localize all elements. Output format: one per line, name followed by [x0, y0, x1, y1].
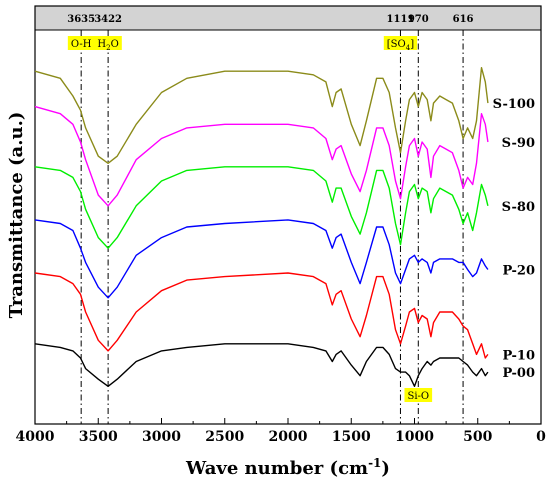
band-assignment-labels: O-H H2O [SO4] Si-O	[67, 36, 433, 402]
x-axis: 4000 3500 3000 2500 2000 1500 1000 500 0	[16, 418, 546, 445]
x-tick-label-1500: 1500	[332, 429, 371, 445]
series-line-s-100	[34, 67, 489, 164]
band-label-3635: O-H	[67, 36, 95, 50]
band-label-box	[94, 36, 122, 50]
series-lines	[34, 67, 489, 387]
series-line-s-90	[34, 105, 489, 207]
x-tick-label-1000: 1000	[395, 429, 434, 445]
band-label-text: H2O	[97, 39, 118, 52]
series-label-p-10: P-10	[502, 348, 535, 363]
band-label-970: Si-O	[404, 388, 433, 402]
marker-label-1111: 1111	[387, 14, 415, 25]
x-tick-label-2000: 2000	[269, 429, 308, 445]
x-tick-label-4000: 4000	[16, 429, 55, 445]
series-label-p-00: P-00	[502, 366, 535, 381]
band-label-3422: H2O	[94, 36, 122, 52]
series-labels: S-100 S-90 S-80 P-20 P-10 P-00	[493, 97, 535, 381]
band-label-box	[67, 36, 95, 50]
series-label-p-20: P-20	[502, 263, 535, 278]
marker-label-3422: 3422	[94, 14, 122, 25]
band-label-text: [SO4]	[387, 39, 414, 52]
marker-label-3635: 3635	[67, 14, 95, 25]
x-tick-label-3000: 3000	[142, 429, 181, 445]
series-line-p-00	[34, 343, 489, 387]
band-label-box	[404, 388, 433, 402]
y-axis-title: Transmittance (a.u.)	[6, 112, 27, 319]
series-label-s-80: S-80	[502, 200, 535, 215]
marker-label-616: 616	[453, 14, 474, 25]
marker-label-970: 970	[408, 14, 429, 25]
band-label-text: O-H	[71, 39, 92, 50]
x-tick-label-500: 500	[463, 429, 492, 445]
band-label-1111: [SO4]	[383, 36, 418, 52]
series-line-p-10	[34, 272, 489, 359]
series-line-p-20	[34, 219, 489, 299]
band-label-box	[383, 36, 418, 50]
x-axis-title: Wave number (cm-1)	[185, 456, 390, 479]
series-label-s-100: S-100	[493, 97, 535, 112]
x-tick-label-3500: 3500	[79, 429, 118, 445]
series-line-s-80	[34, 166, 489, 249]
top-header-band	[35, 6, 541, 30]
series-label-s-90: S-90	[502, 136, 535, 151]
x-tick-label-2500: 2500	[205, 429, 244, 445]
band-label-text: Si-O	[407, 391, 429, 402]
x-tick-label-0: 0	[536, 429, 546, 445]
